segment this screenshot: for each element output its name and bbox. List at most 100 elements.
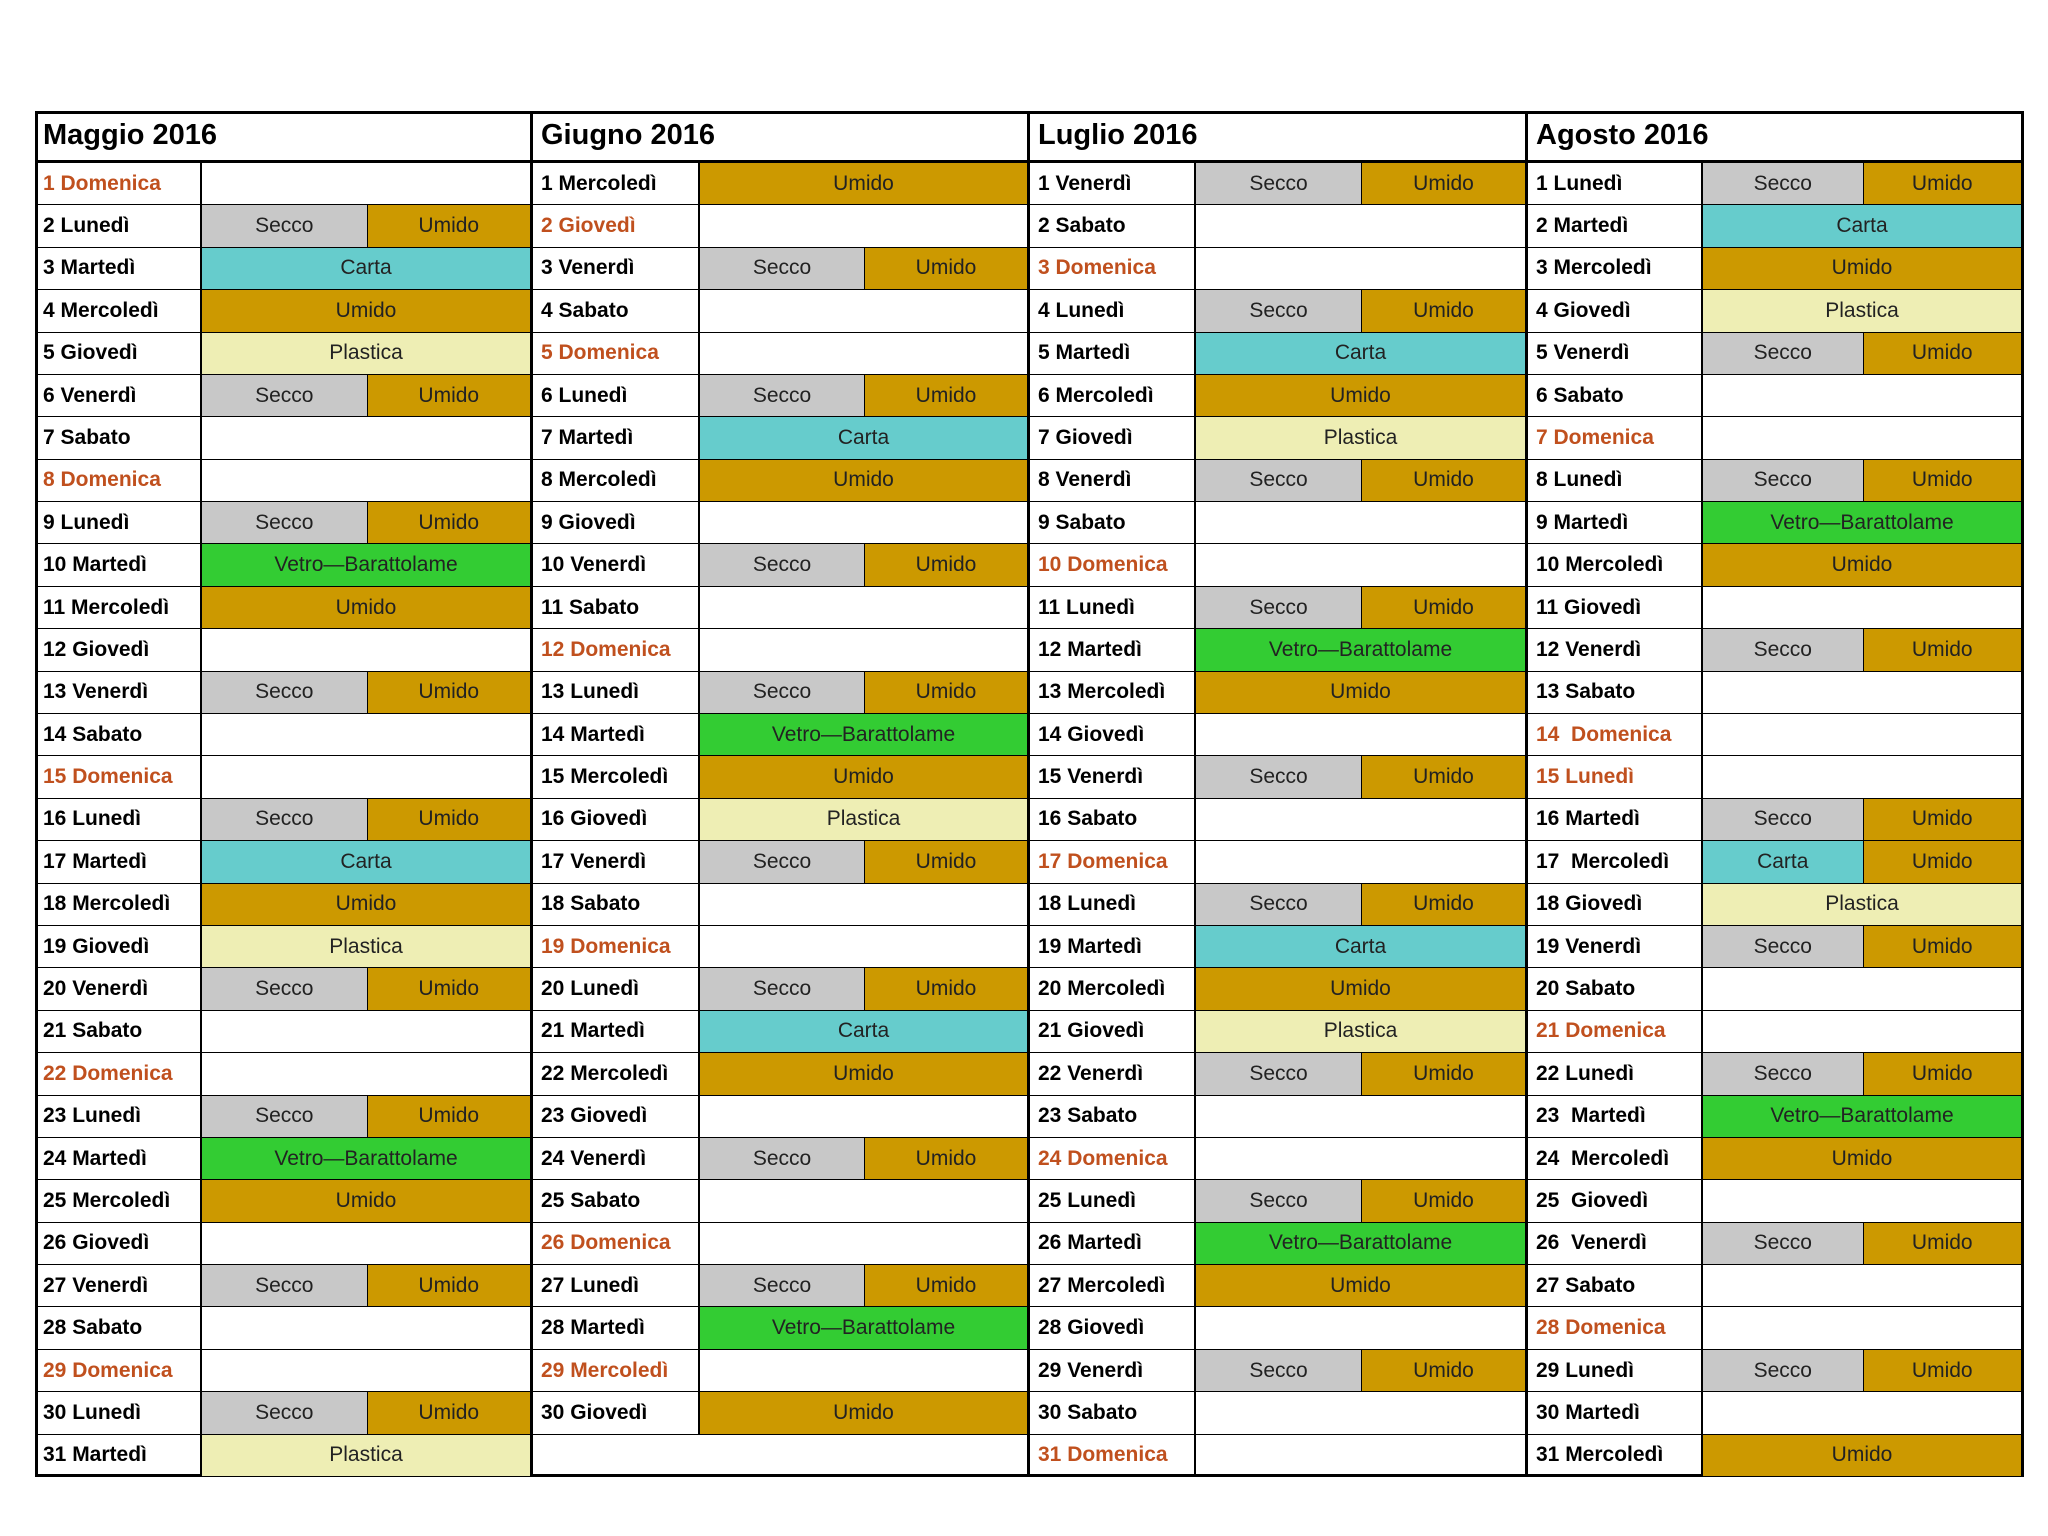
- collection: Umido: [367, 1095, 533, 1138]
- day-label: 16 Giovedì: [533, 798, 700, 842]
- day-label: 20 Sabato: [1528, 968, 1703, 1011]
- day-label: 27 Sabato: [1528, 1265, 1703, 1308]
- day-label: 7 Martedì: [533, 417, 700, 460]
- collection: Umido: [1703, 247, 2024, 291]
- day-label: 29 Venerdì: [1030, 1349, 1196, 1393]
- collection: Umido: [1362, 586, 1528, 630]
- day-label: 11 Mercoledì: [35, 586, 202, 630]
- day-label: 1 Mercoledì: [533, 163, 700, 206]
- day-label: 17 Domenica: [1030, 841, 1196, 884]
- empty-slot: [1196, 502, 1528, 545]
- collection: Plastica: [202, 1434, 533, 1477]
- day-label: 7 Domenica: [1528, 417, 1703, 460]
- day-label: 16 Lunedì: [35, 798, 202, 842]
- empty-slot: [202, 163, 533, 206]
- collection: Secco: [700, 671, 865, 715]
- collection: Umido: [1196, 1265, 1528, 1308]
- collection: Umido: [700, 1053, 1030, 1096]
- day-label: 22 Venerdì: [1030, 1053, 1196, 1096]
- day-label: 13 Sabato: [1528, 671, 1703, 715]
- collection: Plastica: [1703, 883, 2024, 926]
- empty-slot: [202, 629, 533, 672]
- empty-slot: [1196, 1392, 1528, 1435]
- collection: Umido: [1863, 1053, 2024, 1096]
- collection: Secco: [202, 1392, 368, 1435]
- collection: Umido: [367, 1265, 533, 1308]
- day-label: 3 Mercoledì: [1528, 247, 1703, 291]
- month-title: Luglio 2016: [1030, 111, 1528, 163]
- collection: Umido: [1863, 629, 2024, 672]
- collection: Umido: [865, 1265, 1030, 1308]
- day-label: 17 Venerdì: [533, 841, 700, 884]
- day-label: 2 Lunedì: [35, 205, 202, 248]
- empty-slot: [700, 883, 1030, 926]
- collection: Carta: [1703, 205, 2024, 248]
- collection: Secco: [1196, 459, 1362, 503]
- day-label: 21 Martedì: [533, 1010, 700, 1054]
- collection: Umido: [1863, 459, 2024, 503]
- collection: Umido: [1196, 671, 1528, 715]
- day-label: 21 Sabato: [35, 1010, 202, 1054]
- collection: Umido: [865, 247, 1030, 291]
- day-label: 22 Domenica: [35, 1053, 202, 1096]
- empty-slot: [1703, 586, 2024, 630]
- empty-slot: [1703, 968, 2024, 1011]
- empty-slot: [1703, 714, 2024, 757]
- day-label: 31 Martedì: [35, 1434, 202, 1477]
- day-label: 9 Sabato: [1030, 502, 1196, 545]
- day-label: 24 Venerdì: [533, 1137, 700, 1181]
- collection: Umido: [1362, 883, 1528, 926]
- empty-slot: [202, 459, 533, 503]
- day-label: 9 Lunedì: [35, 502, 202, 545]
- collection: Umido: [1863, 798, 2024, 842]
- day-label: 10 Martedì: [35, 544, 202, 587]
- collection: Secco: [202, 205, 368, 248]
- day-label: 21 Domenica: [1528, 1010, 1703, 1054]
- day-label: 12 Martedì: [1030, 629, 1196, 672]
- day-label: 16 Sabato: [1030, 798, 1196, 842]
- collection: Secco: [700, 247, 865, 291]
- day-label: 12 Domenica: [533, 629, 700, 672]
- day-label: 20 Lunedì: [533, 968, 700, 1011]
- empty-slot: [202, 1307, 533, 1350]
- empty-slot: [202, 1349, 533, 1393]
- collection: Umido: [367, 502, 533, 545]
- collection: Secco: [202, 671, 368, 715]
- collection: Secco: [1196, 883, 1362, 926]
- collection: Secco: [1703, 1222, 1864, 1266]
- day-label: 7 Sabato: [35, 417, 202, 460]
- day-label: 14 Martedì: [533, 714, 700, 757]
- collection: Umido: [367, 1392, 533, 1435]
- empty-slot: [1703, 1010, 2024, 1054]
- day-label: 14 Giovedì: [1030, 714, 1196, 757]
- collection: Umido: [367, 374, 533, 418]
- day-label: 30 Sabato: [1030, 1392, 1196, 1435]
- day-label: 13 Venerdì: [35, 671, 202, 715]
- day-label: 14 Sabato: [35, 714, 202, 757]
- day-label: 2 Giovedì: [533, 205, 700, 248]
- empty-slot: [1196, 247, 1528, 291]
- collection: Umido: [865, 544, 1030, 587]
- day-label: 15 Domenica: [35, 756, 202, 799]
- empty-slot: [1703, 1392, 2024, 1435]
- collection: Secco: [1196, 1053, 1362, 1096]
- empty-slot: [1703, 756, 2024, 799]
- day-label: 1 Domenica: [35, 163, 202, 206]
- collection: Umido: [1863, 332, 2024, 375]
- empty-slot: [700, 1222, 1030, 1266]
- day-label: 29 Domenica: [35, 1349, 202, 1393]
- day-label: 7 Giovedì: [1030, 417, 1196, 460]
- day-label: 25 Lunedì: [1030, 1180, 1196, 1223]
- day-label: 20 Mercoledì: [1030, 968, 1196, 1011]
- collection: Umido: [1863, 1349, 2024, 1393]
- collection: Umido: [1863, 925, 2024, 969]
- collection: Umido: [1362, 756, 1528, 799]
- collection: Vetro—Barattolame: [1703, 1095, 2024, 1138]
- collection: Secco: [1703, 1053, 1864, 1096]
- day-label: 26 Martedì: [1030, 1222, 1196, 1266]
- empty-slot: [1196, 1095, 1528, 1138]
- day-label: 18 Sabato: [533, 883, 700, 926]
- empty-slot: [202, 756, 533, 799]
- collection: Carta: [700, 417, 1030, 460]
- day-label: 25 Giovedì: [1528, 1180, 1703, 1223]
